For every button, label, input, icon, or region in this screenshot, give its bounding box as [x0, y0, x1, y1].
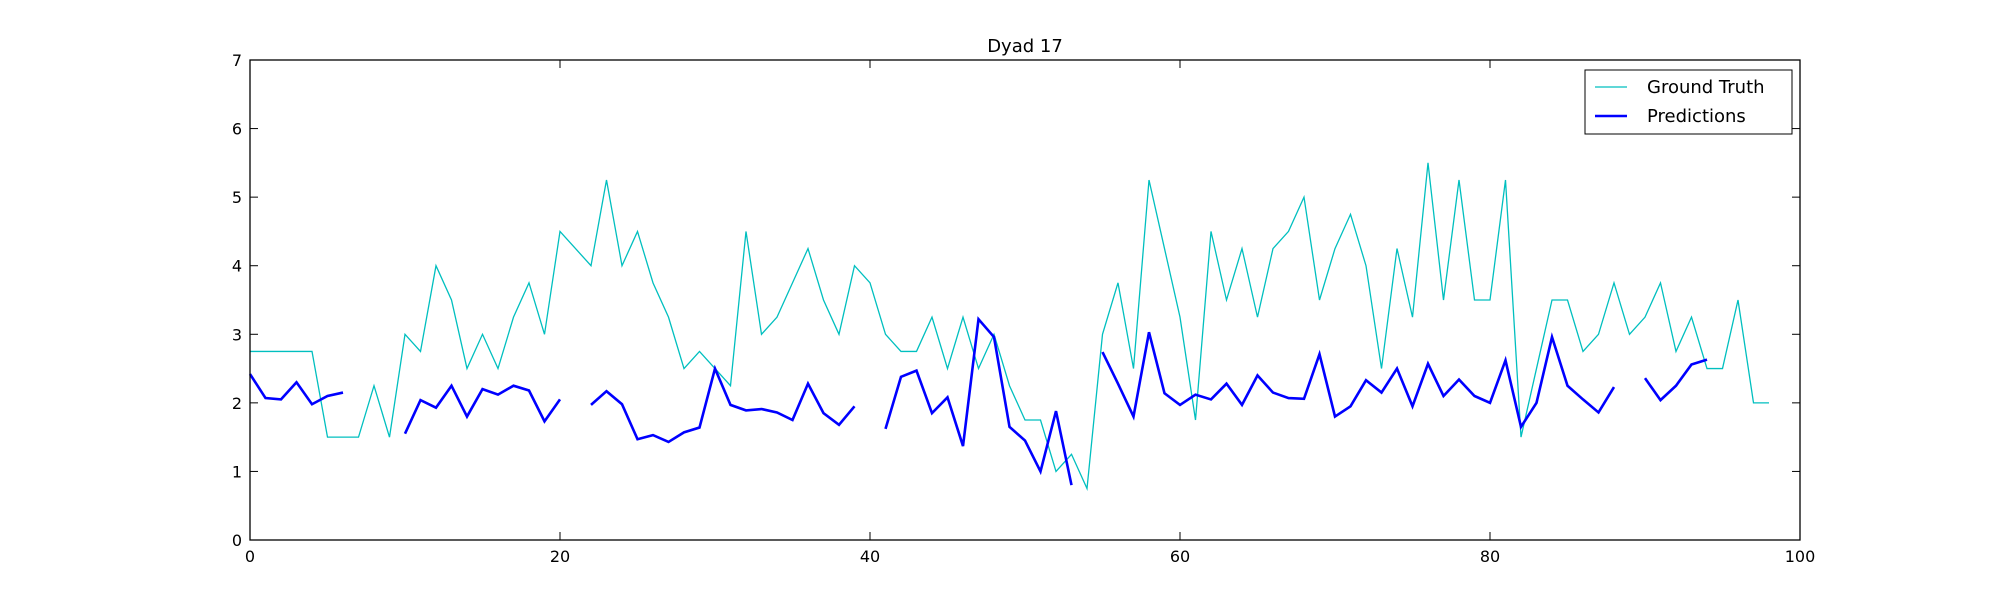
x-tick-label-60: 60	[1170, 547, 1190, 566]
x-tick-label-0: 0	[245, 547, 255, 566]
legend-box	[1584, 69, 1793, 135]
predictions-line-segment-5	[1643, 358, 1708, 403]
legend: Ground Truth Predictions	[1584, 69, 1793, 135]
predictions-line-segment-0	[248, 373, 344, 406]
predictions-line-segment-4	[1101, 331, 1616, 431]
y-tick-label-7: 7	[232, 51, 242, 70]
plot-frame	[249, 59, 1801, 541]
y-tick-label-4: 4	[232, 257, 242, 276]
y-tick-label-2: 2	[232, 394, 242, 413]
y-tick-label-0: 0	[232, 531, 242, 550]
legend-label-ground-truth: Ground Truth	[1647, 77, 1765, 98]
x-tick-label-80: 80	[1480, 547, 1500, 566]
y-tick-label-1: 1	[232, 462, 242, 481]
predictions-line-segment-1	[403, 383, 562, 435]
x-tick-label-20: 20	[550, 547, 570, 566]
plot-background	[250, 60, 1800, 540]
predictions-line-segment-3	[884, 316, 1073, 486]
series-layer	[248, 162, 1769, 492]
predictions-line-segment-2	[590, 364, 856, 444]
x-tick-label-100: 100	[1785, 547, 1816, 566]
tick-layer: 0 20 40 60 80 100 0 1 2 3 4 5 6 7	[232, 51, 1815, 566]
y-tick-label-5: 5	[232, 188, 242, 207]
x-tick-label-40: 40	[860, 547, 880, 566]
y-tick-label-3: 3	[232, 325, 242, 344]
y-tick-label-6: 6	[232, 120, 242, 139]
legend-label-predictions: Predictions	[1647, 106, 1746, 127]
ground-truth-line-segment-0	[250, 162, 1769, 492]
chart-title: Dyad 17	[987, 36, 1063, 57]
